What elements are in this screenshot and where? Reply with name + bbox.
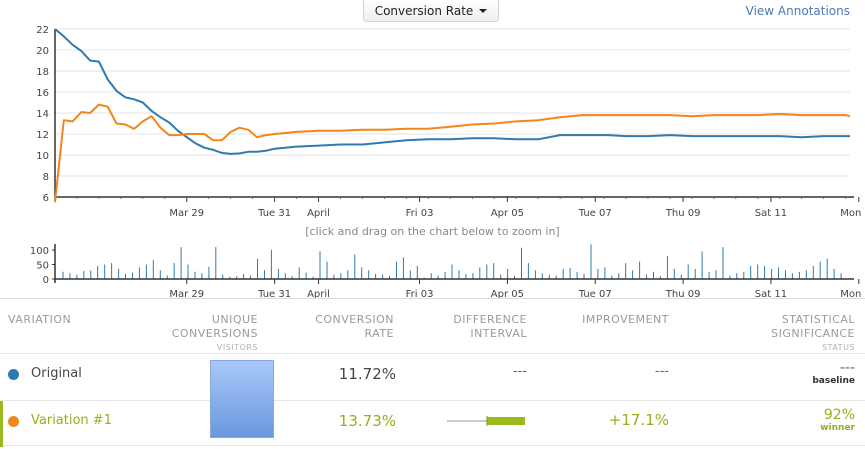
x-tick-label: Thu 09 [665,208,701,219]
significance-cell: --- baseline [812,360,855,388]
col-header-statistical: STATISTICAL [781,313,855,326]
col-header-visitors: VISITORS [216,343,258,352]
metric-dropdown[interactable]: Conversion Rate [363,0,499,22]
series-line-1 [54,103,851,203]
col-header-conversions: CONVERSIONS [171,327,258,340]
col-header-unique-conversions: UNIQUE CONVERSIONS VISITORS [172,313,258,355]
view-annotations-link[interactable]: View Annotations [745,4,850,18]
x-tick-label: Sat 11 [755,208,787,219]
table-row-original[interactable]: Original 11.72% --- --- --- baseline [0,353,865,399]
y-tick-label: 18 [36,67,49,78]
difference-interval-graphic [447,416,525,426]
nav-x-tick-label: Mon 13 [840,289,865,300]
col-header-status: STATUS [821,343,855,352]
nav-x-tick-label: Tue 07 [578,289,612,300]
chevron-down-icon [479,8,488,13]
x-tick-label: Tue 07 [578,208,612,219]
improvement-value: --- [654,364,669,379]
col-header-variation: VARIATION [8,313,72,326]
significance-value: 92% [823,407,855,423]
status-label: baseline [812,376,855,386]
x-tick-label: Fri 03 [406,208,434,219]
zoom-hint: [click and drag on the chart below to zo… [305,225,560,238]
y-tick-label: 8 [43,172,49,183]
metric-dropdown-label: Conversion Rate [374,3,474,18]
nav-x-tick-label: Sat 11 [755,289,787,300]
nav-x-tick-label: Thu 09 [665,289,701,300]
results-table: VARIATION UNIQUE CONVERSIONS VISITORS CO… [0,298,865,449]
col-header-conv: CONVERSION [315,313,394,326]
col-header-interval: INTERVAL [470,327,527,340]
nav-x-tick-label: Apr 05 [491,289,524,300]
improvement-value: +17.1% [608,411,669,429]
main-line-chart[interactable]: 6 8 10 12 14 16 18 20 22 Mar 29 Tue 31 April Fri 03 A… [36,25,865,219]
nav-y-tick-label: 50 [36,261,49,272]
table-row-variation-1[interactable]: Variation #1 13.73% +17.1% 92% winner [0,400,865,447]
series-dot-icon [8,369,19,380]
series-line-0 [54,28,850,155]
y-tick-label: 20 [36,46,49,57]
conversion-rate-value: 13.73% [338,412,396,430]
y-tick-label: 6 [43,193,49,204]
series-dot-icon [8,416,19,427]
y-tick-label: 12 [36,130,49,141]
col-header-statistical-significance: STATISTICAL SIGNIFICANCE STATUS [771,313,855,355]
nav-y-tick-label: 0 [43,275,49,286]
col-header-significance: SIGNIFICANCE [771,327,855,340]
y-tick-label: 16 [36,88,49,99]
nav-x-tick-label: April [307,289,330,300]
x-tick-label: Mon 13 [840,208,865,219]
row-accent-bar [0,401,3,447]
x-tick-label: Mar 29 [169,208,204,219]
nav-x-tick-label: Tue 31 [257,289,291,300]
x-tick-label: Apr 05 [491,208,524,219]
x-tick-label: Tue 31 [257,208,291,219]
status-label: winner [820,423,855,433]
col-header-conversion-rate: CONVERSION RATE [315,313,394,341]
col-header-unique: UNIQUE [211,313,258,326]
y-tick-label: 10 [36,151,49,162]
significance-value: --- [839,360,855,376]
variation-name: Variation #1 [31,413,112,428]
significance-cell: 92% winner [820,407,855,435]
nav-y-tick-label: 100 [30,246,49,257]
variation-name: Original [31,366,82,381]
col-header-improvement: IMPROVEMENT [582,313,669,326]
col-header-difference: DIFFERENCE [453,313,527,326]
col-header-difference-interval: DIFFERENCE INTERVAL [453,313,527,341]
x-tick-label: April [307,208,330,219]
visitors-bar [210,360,274,438]
nav-x-tick-label: Fri 03 [406,289,434,300]
conversion-rate-value: 11.72% [338,365,396,383]
col-header-rate: RATE [364,327,394,340]
y-tick-label: 14 [36,109,49,120]
navigator-bar-chart[interactable]: 0 50 100 Mar 29 Tue 31 April Fri 03 Apr 05 Tue 0… [30,244,865,300]
conversion-rate-charts[interactable]: 6 8 10 12 14 16 18 20 22 Mar 29 Tue 31 April Fri 03 A… [0,0,865,300]
y-tick-label: 22 [36,25,49,36]
difference-value: --- [512,364,527,379]
nav-x-tick-label: Mar 29 [169,289,204,300]
